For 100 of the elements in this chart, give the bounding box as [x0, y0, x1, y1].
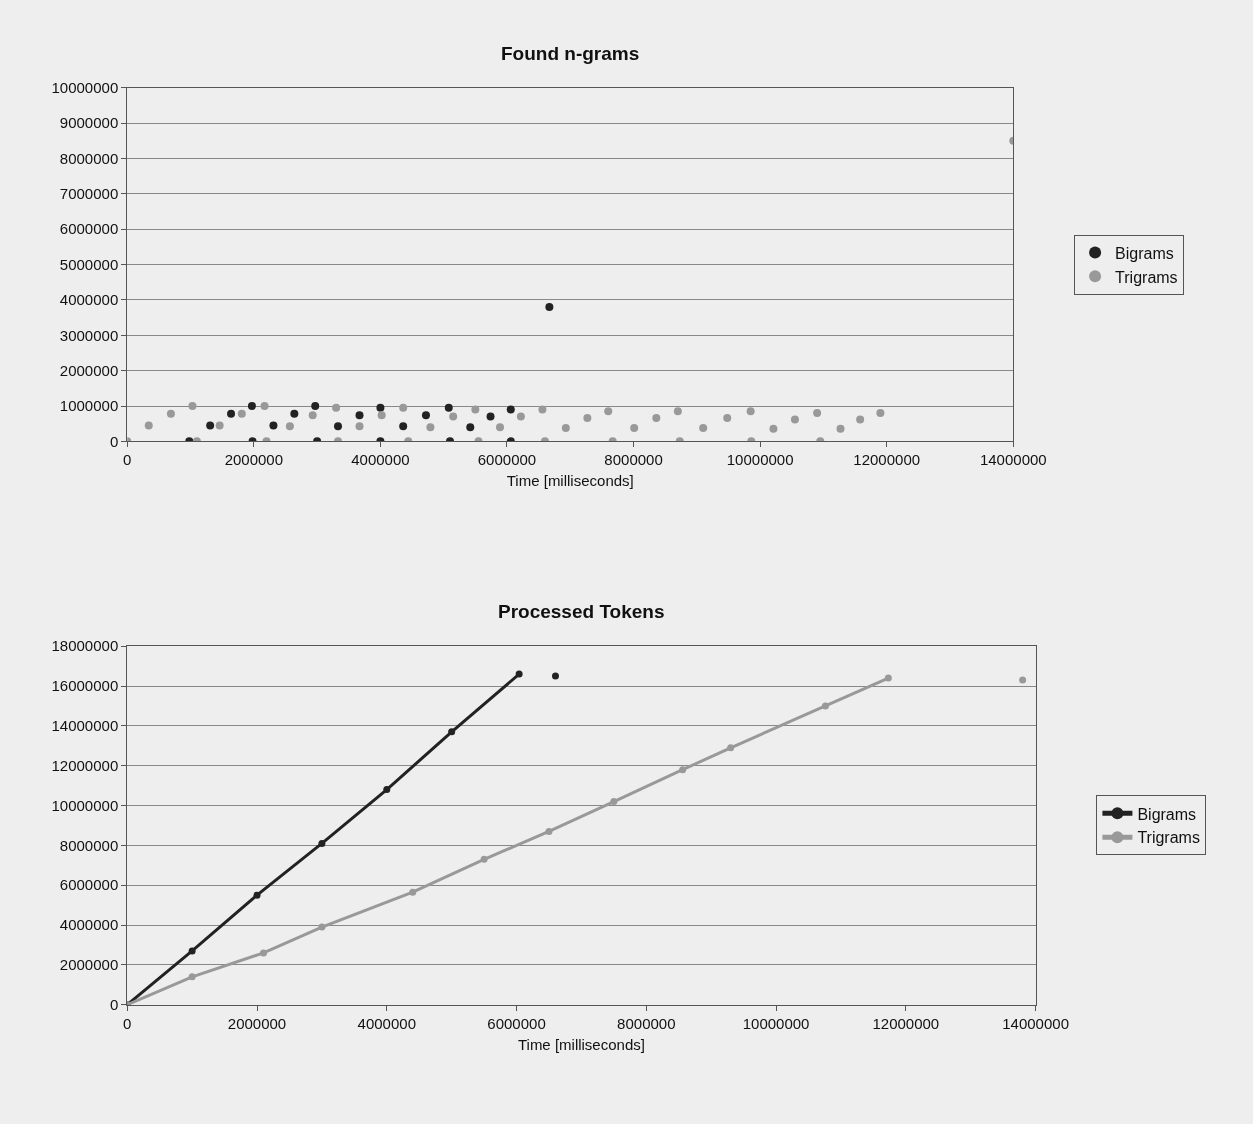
point — [399, 422, 408, 431]
point — [308, 411, 317, 420]
point — [448, 728, 456, 736]
y-tick-label: 8000000 — [59, 149, 119, 167]
x-tick-label: 4000000 — [357, 1014, 416, 1032]
point — [583, 414, 592, 423]
point — [444, 403, 453, 412]
point — [215, 421, 224, 430]
x-tick-label: 14000000 — [1002, 1014, 1069, 1032]
point — [471, 405, 480, 414]
y-tick-label: 0 — [109, 432, 119, 450]
point — [421, 411, 430, 420]
point — [876, 409, 885, 418]
y-tick-label: 2000000 — [59, 956, 119, 974]
point — [769, 424, 778, 433]
y-tick-label: 7000000 — [59, 185, 119, 203]
x-tick-label: 14000000 — [979, 451, 1047, 469]
point — [466, 423, 475, 432]
x-tick-label: 0 — [123, 1014, 132, 1032]
point — [699, 423, 708, 432]
point — [486, 412, 495, 421]
point — [237, 409, 246, 418]
point — [652, 414, 661, 423]
point — [290, 409, 299, 418]
y-tick-label: 10000000 — [51, 79, 119, 97]
x-tick-label: 0 — [123, 451, 132, 469]
x-axis-title: Time [milliseconds] — [517, 1035, 645, 1053]
point — [723, 414, 732, 423]
x-tick-label: 8000000 — [617, 1014, 676, 1032]
point — [260, 402, 269, 410]
y-tick-label: 10000000 — [51, 796, 119, 814]
point — [630, 423, 639, 432]
x-tick-label: 4000000 — [351, 451, 410, 469]
y-tick-label: 6000000 — [59, 220, 119, 238]
point — [383, 786, 391, 794]
y-tick-label: 18000000 — [51, 637, 119, 655]
point — [610, 798, 618, 806]
y-tick-label: 8000000 — [59, 836, 119, 854]
point — [426, 423, 435, 432]
chart-title: Found n-grams — [501, 43, 640, 64]
point — [269, 421, 278, 430]
point — [376, 403, 385, 412]
point — [409, 888, 417, 896]
y-tick-label: 16000000 — [51, 677, 119, 695]
y-tick-label: 3000000 — [59, 326, 119, 344]
x-tick-label: 6000000 — [477, 451, 537, 469]
point — [188, 973, 196, 981]
point — [746, 407, 755, 416]
y-tick-label: 6000000 — [59, 876, 119, 894]
point — [545, 303, 554, 311]
y-tick-label: 4000000 — [59, 291, 119, 309]
y-tick-label: 1000000 — [59, 397, 119, 415]
point — [538, 405, 547, 414]
point — [318, 839, 326, 847]
point — [166, 409, 175, 418]
y-tick-label: 12000000 — [51, 756, 119, 774]
point — [679, 766, 687, 774]
x-axis-title: Time [milliseconds] — [506, 472, 634, 490]
x-tick-label: 12000000 — [853, 451, 921, 469]
point — [496, 423, 505, 432]
point — [260, 949, 267, 957]
point — [332, 403, 341, 412]
legend-label: Bigrams — [1115, 244, 1174, 262]
point — [311, 402, 320, 410]
point — [355, 422, 364, 431]
point — [545, 827, 553, 835]
point — [561, 423, 570, 432]
point — [480, 855, 488, 863]
point — [856, 415, 865, 424]
y-tick-label: 0 — [109, 995, 119, 1013]
point — [227, 409, 236, 418]
legend-label: Bigrams — [1137, 805, 1197, 823]
point — [506, 405, 515, 414]
point — [318, 923, 326, 931]
point — [399, 403, 408, 412]
point — [727, 744, 735, 752]
x-tick-label: 10000000 — [726, 451, 794, 469]
y-tick-label: 9000000 — [59, 114, 119, 132]
x-tick-label: 10000000 — [742, 1014, 810, 1032]
point — [516, 412, 525, 421]
point — [836, 424, 845, 433]
x-tick-label: 2000000 — [227, 1014, 287, 1032]
point — [884, 674, 892, 682]
point — [515, 670, 523, 678]
point — [144, 421, 153, 430]
legend-label: Trigrams — [1115, 268, 1178, 286]
legend-label: Trigrams — [1137, 829, 1200, 847]
point — [355, 411, 364, 420]
point — [188, 947, 196, 955]
point — [285, 422, 294, 431]
point — [790, 415, 799, 424]
point — [188, 402, 197, 410]
y-tick-label: 4000000 — [59, 916, 119, 934]
point — [449, 412, 458, 421]
point — [247, 402, 256, 410]
y-tick-label: 2000000 — [59, 361, 119, 379]
point — [673, 407, 682, 416]
point — [813, 409, 822, 418]
y-tick-label: 5000000 — [59, 255, 119, 273]
point — [206, 421, 215, 430]
